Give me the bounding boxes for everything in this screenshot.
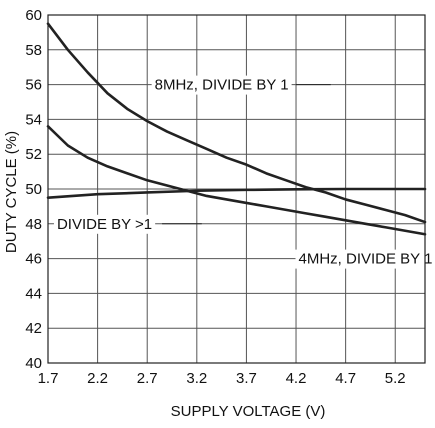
y-tick-label: 50 [25, 181, 42, 198]
x-tick-label: 3.2 [186, 370, 207, 387]
axis-layer: 1.7 2.2 2.7 3.2 3.7 4.2 4.7 5.2 40 42 44 46 48 50 52 54… [25, 7, 426, 387]
annotation-background [151, 75, 292, 95]
series-line-2 [46, 125, 427, 236]
x-tick-label: 5.2 [385, 370, 406, 387]
y-tick-label: 48 [25, 216, 42, 233]
series-annotation: DIVIDE BY >1 [57, 216, 152, 233]
series-annotation: 8MHz, DIVIDE BY 1 [155, 77, 289, 94]
x-tick-label: 4.7 [335, 370, 356, 387]
x-tick-label: 2.7 [137, 370, 158, 387]
annotation-layer: 8MHz, DIVIDE BY 1 DIVIDE BY >1 4MHz, DIVID… [53, 75, 435, 269]
y-tick-label: 52 [25, 146, 42, 163]
y-tick-label: 46 [25, 251, 42, 268]
series-layer [46, 22, 427, 236]
y-axis-label: DUTY CYCLE (%) [3, 131, 20, 253]
y-tick-label: 44 [25, 285, 42, 302]
y-tick-label: 56 [25, 77, 42, 94]
y-tick-label: 58 [25, 42, 42, 59]
y-tick-label: 42 [25, 320, 42, 337]
series-line-3 [46, 187, 427, 199]
x-tick-label: 4.2 [286, 370, 307, 387]
annotation-background [53, 214, 156, 234]
annotation-background [295, 249, 435, 269]
series-annotation: 4MHz, DIVIDE BY 1 [299, 251, 433, 268]
x-axis-label: SUPPLY VOLTAGE (V) [171, 403, 326, 420]
x-tick-label: 1.7 [38, 370, 59, 387]
x-tick-label: 3.7 [236, 370, 257, 387]
y-tick-label: 60 [25, 7, 42, 24]
x-tick-label: 2.2 [87, 370, 108, 387]
plot-frame [47, 14, 426, 364]
y-tick-label: 40 [25, 355, 42, 372]
series-line-1 [46, 22, 427, 224]
y-tick-label: 54 [25, 111, 42, 128]
